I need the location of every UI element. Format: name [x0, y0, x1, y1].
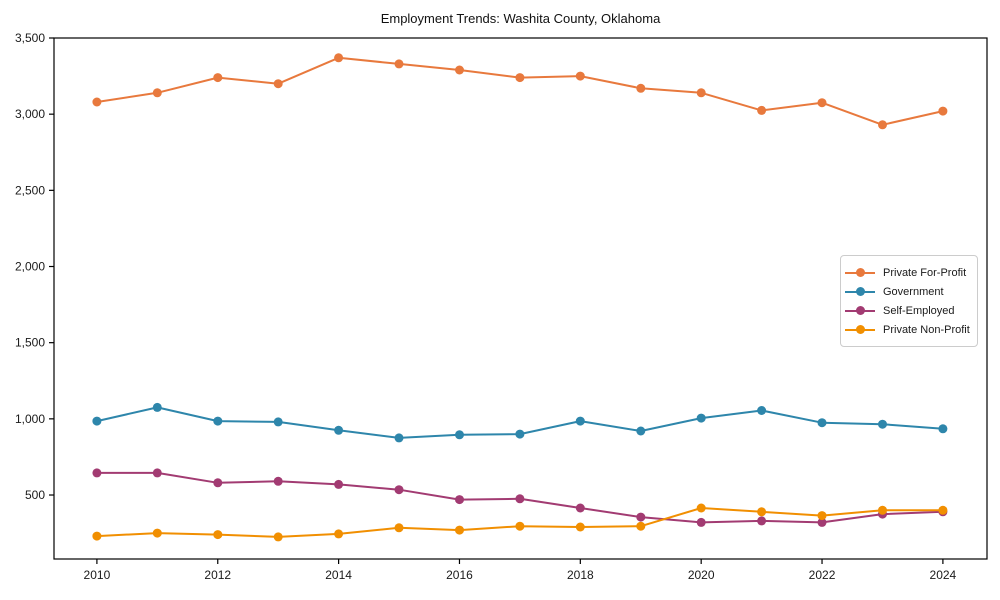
data-point-government: [394, 433, 404, 443]
data-point-private-non-profit: [938, 505, 948, 515]
data-point-private-non-profit: [817, 511, 827, 521]
data-point-self-employed: [636, 512, 646, 522]
data-point-government: [817, 418, 827, 428]
data-point-self-employed: [515, 494, 525, 504]
data-point-self-employed: [334, 479, 344, 489]
legend-item-private-non-profit: Private Non-Profit: [845, 320, 973, 339]
legend-line-dot-icon: [845, 325, 875, 335]
data-point-government: [938, 424, 948, 434]
data-point-private-for-profit: [394, 59, 404, 69]
x-tick-label: 2012: [204, 568, 231, 582]
x-tick-label: 2014: [325, 568, 352, 582]
data-point-private-for-profit: [213, 73, 223, 83]
y-tick-label: 3,500: [15, 31, 45, 45]
data-point-self-employed: [757, 516, 767, 526]
data-point-private-non-profit: [455, 525, 464, 535]
data-point-private-for-profit: [878, 120, 887, 130]
data-point-private-for-profit: [938, 106, 948, 116]
legend-item-self-employed: Self-Employed: [845, 301, 973, 320]
data-point-government: [878, 419, 887, 429]
data-point-private-for-profit: [575, 71, 585, 81]
data-point-private-non-profit: [334, 529, 344, 539]
data-point-private-for-profit: [515, 73, 525, 83]
data-point-private-for-profit: [696, 88, 706, 98]
data-point-private-non-profit: [878, 505, 887, 515]
data-point-government: [575, 416, 585, 426]
data-point-self-employed: [455, 495, 464, 505]
data-point-private-non-profit: [394, 523, 404, 533]
y-tick-label: 2,000: [15, 260, 45, 274]
legend-item-government: Government: [845, 282, 973, 301]
data-point-private-non-profit: [636, 521, 646, 531]
legend-label: Private For-Profit: [883, 266, 967, 279]
data-point-private-for-profit: [152, 88, 162, 98]
x-tick-label: 2024: [930, 568, 957, 582]
y-tick-label: 2,500: [15, 183, 45, 197]
legend-line-dot-icon: [845, 268, 875, 278]
data-point-private-non-profit: [575, 522, 585, 532]
data-point-self-employed: [92, 468, 102, 478]
legend-label: Government: [883, 285, 944, 298]
y-tick-label: 3,000: [15, 107, 45, 121]
y-tick-label: 1,500: [15, 336, 45, 350]
data-point-private-for-profit: [273, 79, 283, 89]
y-tick-label: 1,000: [15, 412, 45, 426]
data-point-government: [696, 413, 706, 423]
x-tick-label: 2020: [688, 568, 715, 582]
data-point-government: [152, 402, 162, 412]
x-tick-label: 2010: [84, 568, 111, 582]
plot-border: [53, 37, 988, 560]
data-point-private-non-profit: [213, 530, 223, 540]
legend-label: Self-Employed: [883, 304, 955, 317]
x-tick-label: 2022: [809, 568, 836, 582]
data-point-private-non-profit: [757, 507, 767, 517]
data-point-government: [636, 426, 646, 436]
chart-title: Employment Trends: Washita County, Oklah…: [380, 11, 661, 26]
data-point-private-non-profit: [273, 532, 283, 542]
data-point-private-for-profit: [757, 105, 767, 115]
data-point-private-for-profit: [455, 65, 464, 75]
data-point-government: [455, 430, 464, 440]
data-point-private-non-profit: [152, 528, 162, 538]
data-point-government: [515, 429, 525, 439]
x-tick-label: 2018: [567, 568, 594, 582]
data-point-private-for-profit: [92, 97, 102, 107]
y-tick-label: 500: [25, 488, 45, 502]
legend-line-dot-icon: [845, 287, 875, 297]
series-line-private-for-profit: [95, 56, 944, 126]
x-tick-label: 2016: [446, 568, 473, 582]
data-point-government: [757, 406, 767, 415]
legend-item-private-for-profit: Private For-Profit: [845, 263, 973, 282]
data-point-government: [273, 417, 283, 427]
data-point-private-for-profit: [817, 98, 827, 108]
data-point-self-employed: [817, 517, 827, 527]
data-point-private-non-profit: [696, 503, 706, 513]
legend-label: Private Non-Profit: [883, 323, 970, 336]
data-point-government: [213, 416, 223, 426]
data-point-private-non-profit: [92, 531, 102, 541]
data-point-self-employed: [152, 468, 162, 478]
data-point-self-employed: [213, 478, 223, 488]
data-point-government: [334, 425, 344, 435]
data-point-self-employed: [696, 517, 706, 527]
data-point-private-for-profit: [334, 53, 344, 63]
data-point-private-for-profit: [636, 83, 646, 93]
data-point-government: [92, 416, 102, 426]
data-point-private-non-profit: [515, 521, 525, 531]
legend-line-dot-icon: [845, 306, 875, 316]
data-point-self-employed: [575, 503, 585, 513]
chart-legend: Private For-Profit Government Self-Employe…: [840, 255, 978, 347]
data-point-self-employed: [273, 476, 283, 486]
data-point-self-employed: [394, 485, 404, 495]
